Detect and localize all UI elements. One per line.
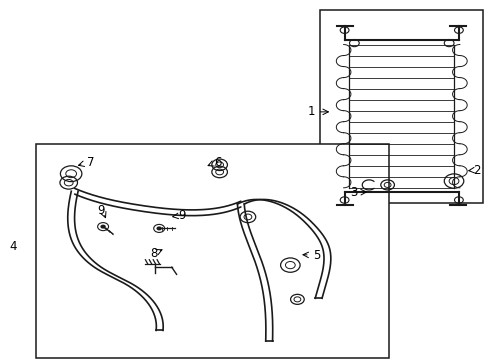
Text: 1: 1 bbox=[307, 105, 314, 118]
Circle shape bbox=[156, 226, 162, 230]
Bar bbox=[320, 10, 483, 203]
Text: 7: 7 bbox=[86, 156, 94, 169]
Text: 8: 8 bbox=[150, 247, 158, 260]
Text: 4: 4 bbox=[9, 240, 17, 253]
Text: 6: 6 bbox=[213, 156, 221, 169]
Text: 9: 9 bbox=[97, 204, 104, 217]
Bar bbox=[36, 144, 388, 358]
Text: 3: 3 bbox=[350, 186, 357, 199]
Text: 2: 2 bbox=[472, 164, 479, 177]
Text: 9: 9 bbox=[178, 210, 185, 222]
Circle shape bbox=[100, 225, 105, 229]
Text: 5: 5 bbox=[312, 249, 320, 262]
